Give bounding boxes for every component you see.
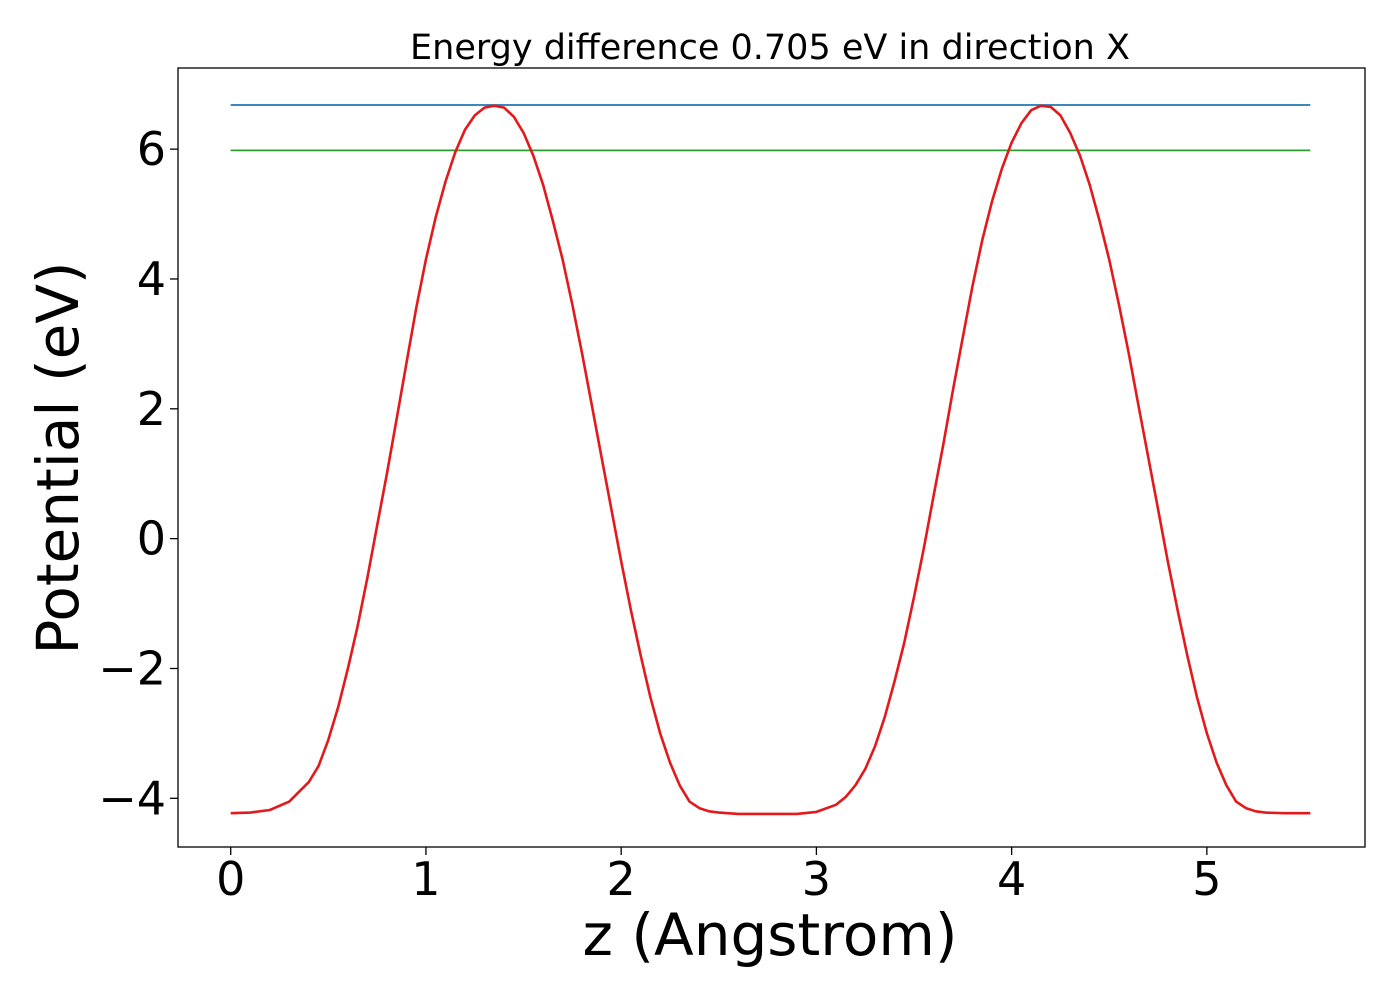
x-tick-label: 4 <box>997 852 1026 906</box>
y-tick-label: 2 <box>137 382 166 436</box>
y-tick-label: 0 <box>137 512 166 566</box>
x-tick-label: 0 <box>216 852 245 906</box>
y-tick-label: 6 <box>137 122 166 176</box>
series-line-3 <box>230 104 1311 816</box>
x-tick-label: 5 <box>1192 852 1221 906</box>
y-tick-label: −4 <box>98 771 166 825</box>
plot-area <box>230 104 1311 816</box>
y-tick-label: 4 <box>137 252 166 306</box>
x-axis-title: z (Angstrom) <box>583 901 958 969</box>
chart-title: Energy difference 0.705 eV in direction … <box>410 28 1130 68</box>
x-tick-label: 2 <box>607 852 636 906</box>
y-axis: −4 −2 0 2 4 6 <box>98 122 178 825</box>
plot-frame <box>177 67 1366 848</box>
y-tick-label: −2 <box>98 641 166 695</box>
x-tick-label: 1 <box>411 852 440 906</box>
x-axis: 0 1 2 3 4 5 <box>216 847 1222 906</box>
y-axis-title: Potential (eV) <box>24 261 92 654</box>
x-tick-label: 3 <box>802 852 831 906</box>
